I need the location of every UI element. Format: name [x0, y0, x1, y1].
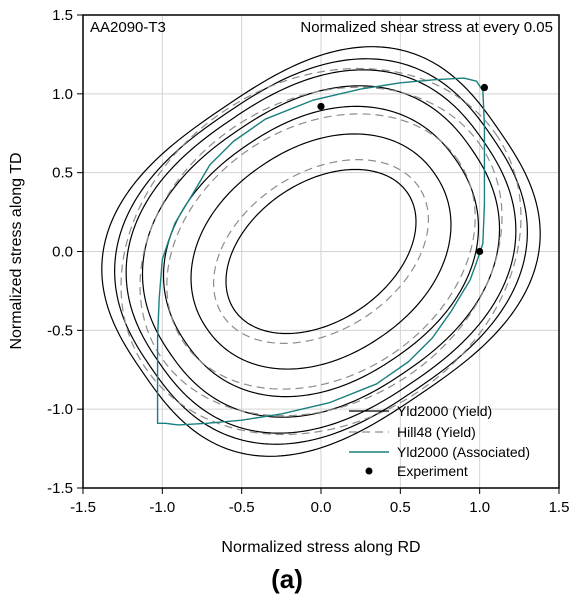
legend-label-yld2000-yield: Yld2000 (Yield): [397, 403, 492, 419]
legend-label-experiment: Experiment: [397, 463, 468, 479]
x-tick-label: 0.5: [390, 499, 411, 516]
shear-note: Normalized shear stress at every 0.05: [300, 19, 553, 36]
x-tick-label: 1.0: [469, 499, 490, 516]
yld2000-yield-curve: [125, 69, 517, 434]
legend-label-hill48-yield: Hill48 (Yield): [397, 424, 476, 440]
hill48-yield-curve: [213, 159, 429, 344]
curves: [101, 46, 541, 457]
hill48-yield-curve: [166, 113, 476, 390]
yld2000-yield-curve: [225, 168, 417, 335]
experiment-point: [476, 247, 484, 256]
y-tick-label: 0.5: [52, 165, 73, 182]
x-tick-label: -1.0: [149, 499, 175, 516]
x-tick-label: 0.0: [311, 499, 332, 516]
y-axis-title: Normalized stress along TD: [8, 152, 25, 349]
yld2000-yield-curve: [141, 85, 501, 418]
yld2000-yield-curve: [162, 105, 480, 398]
material-label: AA2090-T3: [90, 19, 166, 36]
experiment-point: [480, 83, 489, 92]
experiment-point: [317, 102, 325, 111]
y-tick-label: -0.5: [47, 322, 73, 339]
hill48-yield-curve: [139, 86, 503, 417]
legend-marker-experiment: [365, 467, 373, 475]
y-tick-label: 1.0: [52, 86, 73, 103]
y-tick-label: 0.0: [52, 244, 73, 261]
panel-label: (a): [271, 564, 303, 594]
hill48-yield-curve: [120, 67, 522, 436]
legend: Yld2000 (Yield) Hill48 (Yield) Yld2000 (…: [349, 403, 530, 479]
x-axis-title: Normalized stress along RD: [221, 539, 420, 556]
y-tick-label: -1.5: [47, 480, 73, 497]
y-tick-label: 1.5: [52, 7, 73, 24]
x-tick-label: -0.5: [229, 499, 255, 516]
yld2000-yield-curve: [190, 133, 452, 370]
y-tick-label: -1.0: [47, 401, 73, 418]
legend-label-yld2000-associated: Yld2000 (Associated): [397, 444, 530, 460]
x-tick-label: -1.5: [70, 499, 96, 516]
axis-ticks: -1.5 -1.0 -0.5 0.0 0.5 1.0 1.5 -1.5 -1.0 -0.5 0.0 0…: [47, 7, 569, 516]
yld2000-yield-curve: [114, 58, 528, 445]
x-tick-label: 1.5: [549, 499, 570, 516]
yld2000-yield-curve: [101, 46, 541, 457]
